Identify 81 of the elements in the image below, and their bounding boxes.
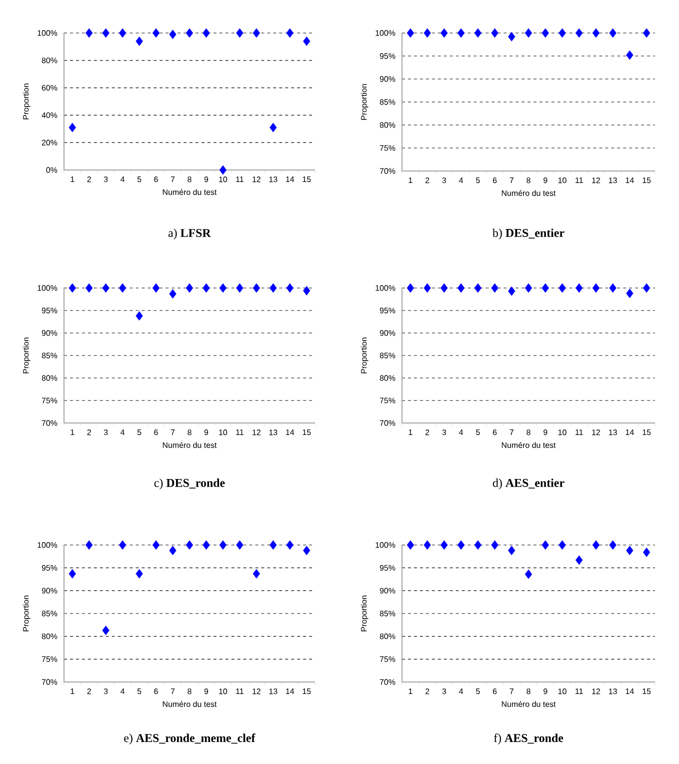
text: a) LFSR [168, 228, 211, 240]
point [152, 283, 160, 293]
point [219, 283, 227, 293]
point [202, 28, 210, 38]
point [474, 540, 482, 550]
point [609, 540, 616, 550]
point [542, 540, 549, 550]
point [252, 569, 260, 578]
point [524, 570, 532, 579]
point [286, 540, 294, 550]
point [457, 28, 465, 38]
point [642, 548, 650, 558]
point [86, 28, 93, 38]
point [303, 286, 310, 296]
point [252, 28, 260, 38]
point [406, 28, 414, 38]
point [626, 546, 634, 556]
point [491, 28, 498, 38]
point [626, 50, 634, 60]
point [270, 540, 277, 550]
point [152, 540, 160, 550]
point [169, 289, 176, 299]
point [542, 28, 549, 38]
point [303, 546, 310, 556]
point [136, 569, 143, 578]
point [576, 28, 583, 38]
point [491, 540, 498, 550]
point [474, 28, 482, 38]
point [169, 30, 176, 40]
point [609, 28, 616, 38]
point [118, 28, 126, 38]
point [236, 283, 244, 293]
point [68, 569, 76, 578]
point [86, 540, 93, 550]
point [136, 311, 143, 321]
point [236, 28, 244, 38]
point [303, 36, 310, 46]
point [286, 28, 294, 38]
point [252, 283, 260, 293]
point [136, 36, 143, 46]
text: f) AES_ronde [494, 734, 564, 745]
point [440, 28, 448, 38]
point [102, 28, 110, 38]
point [102, 283, 110, 293]
point [219, 540, 227, 550]
text: d) AES_entier [492, 478, 564, 490]
point [508, 546, 516, 556]
point [219, 165, 227, 175]
point [186, 28, 194, 38]
point [457, 540, 465, 550]
point [524, 28, 532, 38]
point [642, 28, 650, 38]
point [270, 122, 277, 132]
point [202, 540, 210, 550]
point [424, 28, 431, 38]
point [118, 283, 126, 293]
point [558, 28, 566, 38]
point [592, 28, 600, 38]
point [558, 540, 566, 550]
point [286, 283, 294, 293]
point [592, 540, 600, 550]
point [169, 546, 176, 556]
point [118, 540, 126, 550]
text: b) DES_entier [492, 228, 564, 240]
point [68, 122, 76, 132]
point [186, 540, 194, 550]
point [86, 283, 93, 293]
point [102, 626, 110, 636]
point [270, 283, 277, 293]
point [406, 540, 414, 550]
text: c) DES_ronde [154, 478, 225, 490]
point [236, 540, 244, 550]
point [440, 540, 448, 550]
point [576, 555, 583, 565]
point [68, 283, 76, 293]
point [508, 32, 516, 42]
point [202, 283, 210, 293]
point [424, 540, 431, 550]
point [152, 28, 160, 38]
point [186, 283, 194, 293]
text: e) AES_ronde_meme_clef [124, 734, 256, 745]
